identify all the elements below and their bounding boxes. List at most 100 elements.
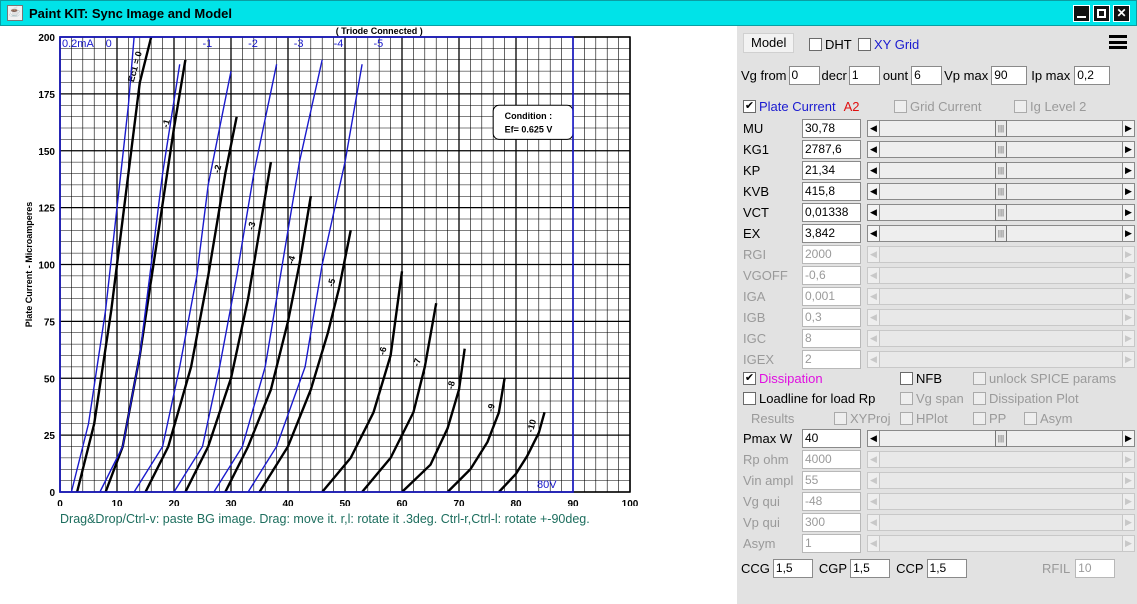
minimize-button[interactable] xyxy=(1073,5,1090,22)
param-slider[interactable]: ◀ ▶ xyxy=(867,534,1135,553)
nfb-checkbox[interactable] xyxy=(900,372,913,385)
slider-track[interactable]: ||| xyxy=(880,430,1122,447)
cgp-input[interactable]: 1,5 xyxy=(850,559,891,578)
slider-track[interactable] xyxy=(880,309,1122,326)
model-button[interactable]: Model xyxy=(743,33,795,53)
slider-left-arrow-icon[interactable]: ◀ xyxy=(867,514,880,531)
slider-track[interactable]: ||| xyxy=(880,204,1122,221)
param-value-input[interactable]: 30,78 xyxy=(802,119,861,138)
slider-left-arrow-icon[interactable]: ◀ xyxy=(867,330,880,347)
ip-max-input[interactable]: 0,2 xyxy=(1074,66,1111,85)
param-slider[interactable]: ◀ ||| ▶ xyxy=(867,119,1135,138)
slider-track[interactable]: ||| xyxy=(880,162,1122,179)
slider-right-arrow-icon[interactable]: ▶ xyxy=(1122,246,1135,263)
param-value-input[interactable]: 2000 xyxy=(802,245,861,264)
param-value-input[interactable]: 21,34 xyxy=(802,161,861,180)
loadline-checkbox[interactable] xyxy=(743,392,756,405)
param-value-input[interactable]: -0,6 xyxy=(802,266,861,285)
param-value-input[interactable]: 3,842 xyxy=(802,224,861,243)
slider-left-arrow-icon[interactable]: ◀ xyxy=(867,288,880,305)
param-slider[interactable]: ◀ ▶ xyxy=(867,308,1135,327)
slider-thumb[interactable]: ||| xyxy=(995,162,1007,179)
slider-track[interactable] xyxy=(880,535,1122,552)
param-value-input[interactable]: 2 xyxy=(802,350,861,369)
dht-checkbox[interactable] xyxy=(809,38,822,51)
slider-track[interactable] xyxy=(880,493,1122,510)
param-slider[interactable]: ◀ ||| ▶ xyxy=(867,429,1135,448)
param-value-input[interactable]: 300 xyxy=(802,513,861,532)
hplot-checkbox[interactable] xyxy=(900,412,913,425)
slider-right-arrow-icon[interactable]: ▶ xyxy=(1122,430,1135,447)
slider-thumb[interactable]: ||| xyxy=(995,120,1007,137)
slider-track[interactable]: ||| xyxy=(880,141,1122,158)
slider-left-arrow-icon[interactable]: ◀ xyxy=(867,162,880,179)
slider-left-arrow-icon[interactable]: ◀ xyxy=(867,246,880,263)
slider-left-arrow-icon[interactable]: ◀ xyxy=(867,267,880,284)
vp-max-input[interactable]: 90 xyxy=(991,66,1028,85)
param-value-input[interactable]: 1 xyxy=(802,534,861,553)
param-slider[interactable]: ◀ ▶ xyxy=(867,513,1135,532)
dissipation-checkbox[interactable]: ✔ xyxy=(743,372,756,385)
slider-track[interactable]: ||| xyxy=(880,120,1122,137)
slider-right-arrow-icon[interactable]: ▶ xyxy=(1122,514,1135,531)
slider-thumb[interactable]: ||| xyxy=(995,225,1007,242)
slider-right-arrow-icon[interactable]: ▶ xyxy=(1122,535,1135,552)
plate-characteristics-chart[interactable]: 0 10 20 30 40 50 60 70 80 90 100 0 25 50 75 100 125 150 17… xyxy=(0,26,737,506)
results-button[interactable]: Results xyxy=(751,411,795,426)
slider-left-arrow-icon[interactable]: ◀ xyxy=(867,472,880,489)
param-slider[interactable]: ◀ ▶ xyxy=(867,350,1135,369)
ig-level-checkbox[interactable] xyxy=(1014,100,1027,113)
param-slider[interactable]: ◀ ||| ▶ xyxy=(867,182,1135,201)
param-slider[interactable]: ◀ ▶ xyxy=(867,471,1135,490)
slider-left-arrow-icon[interactable]: ◀ xyxy=(867,535,880,552)
slider-left-arrow-icon[interactable]: ◀ xyxy=(867,141,880,158)
ccp-input[interactable]: 1,5 xyxy=(926,559,967,578)
slider-thumb[interactable]: ||| xyxy=(995,183,1007,200)
xy-grid-checkbox[interactable] xyxy=(858,38,871,51)
param-slider[interactable]: ◀ ||| ▶ xyxy=(867,140,1135,159)
count-input[interactable]: 6 xyxy=(911,66,943,85)
slider-left-arrow-icon[interactable]: ◀ xyxy=(867,451,880,468)
slider-track[interactable] xyxy=(880,514,1122,531)
slider-right-arrow-icon[interactable]: ▶ xyxy=(1122,288,1135,305)
slider-thumb[interactable]: ||| xyxy=(995,204,1007,221)
asym-checkbox[interactable] xyxy=(1024,412,1037,425)
slider-left-arrow-icon[interactable]: ◀ xyxy=(867,430,880,447)
param-value-input[interactable]: 8 xyxy=(802,329,861,348)
param-value-input[interactable]: 415,8 xyxy=(802,182,861,201)
param-value-input[interactable]: 55 xyxy=(802,471,861,490)
vg-from-input[interactable]: 0 xyxy=(788,66,820,85)
xyproj-checkbox[interactable] xyxy=(834,412,847,425)
slider-right-arrow-icon[interactable]: ▶ xyxy=(1122,472,1135,489)
pp-checkbox[interactable] xyxy=(973,412,986,425)
param-slider[interactable]: ◀ ||| ▶ xyxy=(867,203,1135,222)
slider-right-arrow-icon[interactable]: ▶ xyxy=(1122,351,1135,368)
unlock-spice-checkbox[interactable] xyxy=(973,372,986,385)
param-value-input[interactable]: -48 xyxy=(802,492,861,511)
slider-left-arrow-icon[interactable]: ◀ xyxy=(867,120,880,137)
slider-track[interactable]: ||| xyxy=(880,225,1122,242)
slider-right-arrow-icon[interactable]: ▶ xyxy=(1122,451,1135,468)
hamburger-menu-icon[interactable] xyxy=(1109,35,1127,49)
param-slider[interactable]: ◀ ▶ xyxy=(867,329,1135,348)
ccg-input[interactable]: 1,5 xyxy=(772,559,813,578)
slider-track[interactable] xyxy=(880,451,1122,468)
param-value-input[interactable]: 0,001 xyxy=(802,287,861,306)
param-slider[interactable]: ◀ ||| ▶ xyxy=(867,224,1135,243)
slider-track[interactable] xyxy=(880,267,1122,284)
slider-track[interactable] xyxy=(880,330,1122,347)
param-value-input[interactable]: 2787,6 xyxy=(802,140,861,159)
slider-right-arrow-icon[interactable]: ▶ xyxy=(1122,267,1135,284)
slider-right-arrow-icon[interactable]: ▶ xyxy=(1122,225,1135,242)
slider-right-arrow-icon[interactable]: ▶ xyxy=(1122,120,1135,137)
slider-track[interactable] xyxy=(880,246,1122,263)
slider-track[interactable] xyxy=(880,288,1122,305)
param-slider[interactable]: ◀ ▶ xyxy=(867,287,1135,306)
slider-track[interactable] xyxy=(880,472,1122,489)
param-value-input[interactable]: 4000 xyxy=(802,450,861,469)
slider-right-arrow-icon[interactable]: ▶ xyxy=(1122,183,1135,200)
param-slider[interactable]: ◀ ▶ xyxy=(867,266,1135,285)
slider-thumb[interactable]: ||| xyxy=(995,430,1007,447)
slider-thumb[interactable]: ||| xyxy=(995,141,1007,158)
slider-right-arrow-icon[interactable]: ▶ xyxy=(1122,162,1135,179)
